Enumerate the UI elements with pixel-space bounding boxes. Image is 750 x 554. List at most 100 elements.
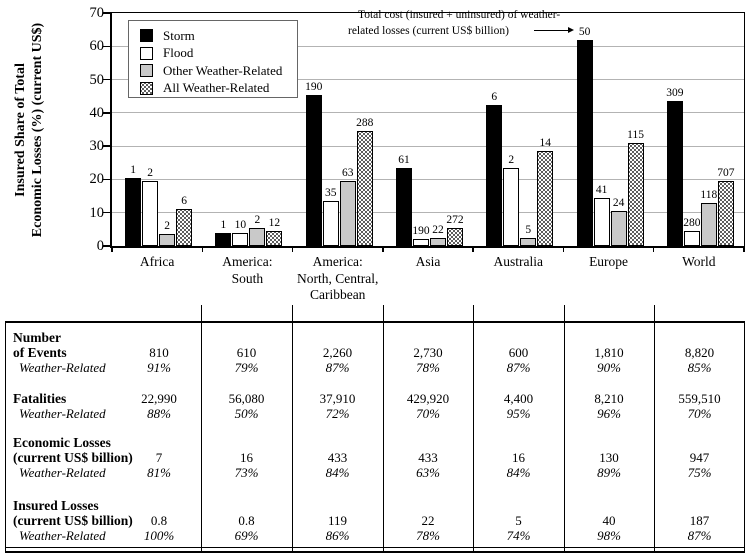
gridline-50 [112, 79, 744, 81]
bar-flood-4 [503, 167, 520, 246]
table-row-group-1: Fatalities Weather-Related 22,990 88% 56,080… [5, 391, 745, 421]
y-tick-mark [103, 211, 110, 214]
annotation-arrow-icon [534, 27, 574, 34]
summary-table: Number of Events Weather-Related 810 91% 610 7… [5, 322, 745, 543]
table-cell-3-5: 40 98% [597, 513, 621, 543]
table-cell-2-0: 7 81% [147, 450, 171, 480]
bar-value-label: 118 [700, 188, 718, 201]
legend-item-black: Storm [140, 27, 297, 45]
table-cell-1-3: 429,920 70% [406, 391, 450, 421]
bar-all-weather-related-3 [447, 227, 463, 246]
bar-all-weather-related-0 [176, 209, 193, 246]
bar-flood-6 [683, 231, 700, 246]
bar-value-label: 707 [717, 167, 735, 180]
bar-storm-0 [125, 177, 142, 246]
flood-swatch-icon [140, 46, 153, 60]
column-separator-3 [473, 305, 475, 552]
table-border-bottom-2 [5, 551, 745, 553]
y-tick-mark [103, 245, 110, 247]
table-cell-2-3: 433 63% [416, 450, 440, 480]
y-tick-label: 10 [89, 204, 105, 221]
table-border-bottom-1 [5, 546, 745, 548]
gridline-20 [112, 178, 744, 180]
y-axis-title: Insured Share of Total Economic Losses (… [12, 12, 48, 248]
y-tick-label: 60 [89, 38, 105, 55]
table-cell-0-4: 600 87% [506, 345, 531, 375]
bar-other-weather-related-1 [249, 227, 266, 246]
y-axis-title-line1: Insured Share of Total [13, 63, 28, 197]
y-tick-label: 50 [89, 71, 105, 88]
legend-label: Other Weather-Related [163, 62, 283, 78]
y-tick-mark [103, 12, 110, 14]
bar-value-label: 22 [432, 223, 444, 236]
row-header: Insured Losses (current US$ billion) Weath… [13, 498, 133, 543]
y-tick-mark [103, 178, 110, 181]
bar-storm-4 [486, 104, 503, 246]
column-separator-4 [564, 305, 566, 552]
bar-value-label: 288 [356, 117, 374, 130]
bar-value-label: 35 [324, 187, 337, 200]
y-tick-label: 70 [89, 5, 105, 21]
bar-value-label: 190 [305, 80, 323, 93]
bar-value-label: 280 [683, 217, 701, 230]
table-row-group-0: Number of Events Weather-Related 810 91% 610 7… [5, 330, 745, 375]
table-cell-0-2: 2,260 87% [322, 345, 353, 375]
row-header: Fatalities Weather-Related [13, 391, 106, 421]
table-cell-1-1: 56,080 50% [228, 391, 265, 421]
table-cell-3-3: 22 78% [416, 513, 440, 543]
bar-flood-0 [142, 181, 159, 246]
bar-value-label: 10 [234, 218, 247, 231]
y-tick-label: 0 [96, 238, 104, 254]
bar-flood-2 [322, 201, 339, 246]
bar-value-label: 1 [220, 218, 227, 231]
table-row-group-3: Insured Losses (current US$ billion) Weath… [5, 498, 745, 543]
bar-storm-2 [305, 94, 322, 246]
legend-label: Storm [163, 27, 195, 43]
bar-flood-5 [593, 197, 610, 246]
bar-value-label: 1 [130, 163, 137, 176]
bar-value-label: 272 [446, 213, 464, 226]
bar-value-label: 12 [268, 217, 281, 230]
table-cell-0-5: 1,810 90% [594, 345, 624, 375]
bar-value-label: 50 [578, 25, 591, 38]
x-tick-mark [201, 247, 204, 252]
x-category-label-america-: America: South [222, 254, 273, 286]
table-cell-1-2: 37,910 72% [319, 391, 356, 421]
annotation-line2: related losses (current US$ billion) [348, 24, 509, 37]
bar-value-label: 2 [254, 213, 261, 226]
bar-value-label: 190 [412, 225, 430, 238]
bar-storm-3 [396, 167, 412, 246]
bar-flood-3 [413, 239, 429, 246]
x-category-label-africa: Africa [139, 254, 175, 269]
bar-value-label: 63 [341, 167, 354, 180]
table-cell-2-6: 947 75% [687, 450, 712, 480]
gridline-40 [112, 112, 744, 114]
bar-other-weather-related-6 [700, 202, 717, 246]
table-cell-3-0: 0.8 100% [143, 513, 175, 543]
bar-other-weather-related-0 [159, 234, 176, 246]
column-separator-2 [383, 305, 385, 552]
x-tick-mark [291, 247, 294, 252]
y-tick-label: 40 [89, 104, 105, 121]
x-tick-mark [743, 247, 745, 252]
bar-value-label: 6 [491, 90, 498, 103]
column-separator-1 [292, 305, 294, 552]
x-category-label-europe: Europe [589, 254, 629, 269]
table-cell-2-2: 433 84% [325, 450, 350, 480]
bar-value-label: 24 [612, 197, 625, 210]
bar-chart: Insured Share of Total Economic Losses (… [12, 5, 745, 302]
bar-all-weather-related-2 [356, 131, 373, 246]
table-cell-1-0: 22,990 88% [141, 391, 177, 421]
bar-all-weather-related-6 [717, 181, 734, 246]
table-cell-3-4: 5 74% [506, 513, 531, 543]
column-separator-0 [201, 305, 203, 552]
table-cell-3-1: 0.8 69% [234, 513, 259, 543]
bar-all-weather-related-5 [627, 142, 644, 246]
bar-storm-6 [666, 101, 683, 246]
x-category-label-asia: Asia [415, 254, 441, 269]
legend-item-stipple: All Weather-Related [140, 80, 297, 98]
annotation: Total cost (insured + uninsured) of weat… [348, 8, 592, 39]
other-weather-related-swatch-icon [140, 64, 153, 78]
y-tick-mark [103, 78, 110, 81]
